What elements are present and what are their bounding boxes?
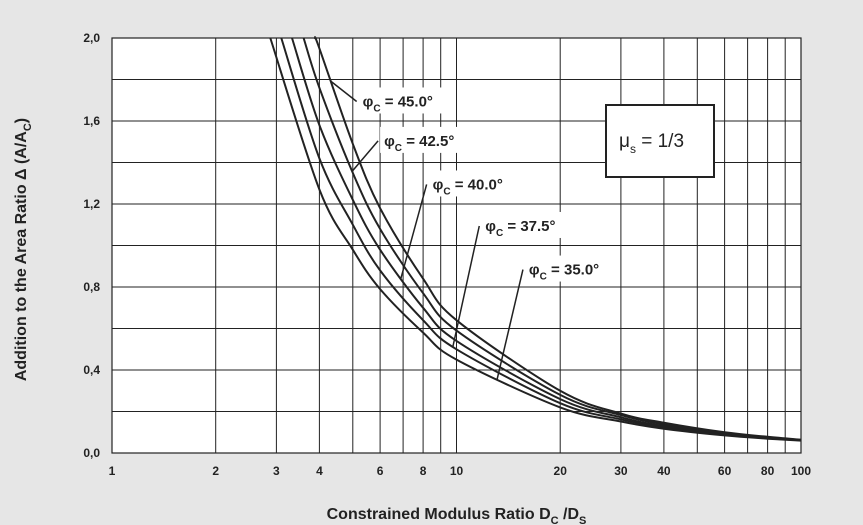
y-axis-title-main: Addition to the Area Ratio Δ (A/A xyxy=(13,131,30,381)
phi-symbol: φ xyxy=(485,218,496,235)
annotation-label: φC = 35.0° xyxy=(529,262,599,283)
x-axis-title-mid: /D xyxy=(559,506,579,523)
curve-series xyxy=(269,36,802,442)
mu-box-frame xyxy=(605,104,715,178)
annotation-leader xyxy=(399,184,428,280)
phi-value: = 37.5° xyxy=(503,218,555,235)
series-curve xyxy=(269,37,802,442)
plot-border xyxy=(111,37,802,454)
y-tick-label: 1,6 xyxy=(83,114,100,128)
x-tick-label: 6 xyxy=(377,464,384,478)
x-axis-title-main: Constrained Modulus Ratio D xyxy=(327,506,551,523)
phi-symbol: φ xyxy=(363,93,374,110)
x-tick-label: 20 xyxy=(554,464,568,478)
x-tick-label: 3 xyxy=(273,464,280,478)
grid-lines xyxy=(111,37,802,454)
mu-subscript: s xyxy=(630,142,636,156)
x-axis-title: Constrained Modulus Ratio DC /DS xyxy=(327,506,587,525)
phi-subscript: C xyxy=(496,228,503,239)
y-axis-title-end: ) xyxy=(13,118,30,123)
mu-value: = 1/3 xyxy=(636,131,684,152)
annotation-label-bg xyxy=(481,211,576,238)
annotation-leader xyxy=(351,140,379,172)
y-axis-title: Addition to the Area Ratio Δ (A/AC) xyxy=(13,118,34,381)
y-tick-label: 2,0 xyxy=(83,31,100,45)
poisson-ratio-box: μs = 1/3 xyxy=(605,104,715,178)
x-tick-label: 2 xyxy=(212,464,219,478)
tick-labels: 1 2 3 4 6 8 10 20 30 40 60 80 100 0,0 0,4 0,8 1,2 1,6 2,0 xyxy=(83,31,811,478)
curve-annotations: φC = 45.0°φC = 42.5°φC = 40.0°φC = 37.5°… xyxy=(330,80,619,380)
x-tick-label: 8 xyxy=(420,464,427,478)
phi-value: = 42.5° xyxy=(402,133,454,150)
phi-subscript: C xyxy=(373,103,380,114)
annotation-label-bg xyxy=(428,170,523,197)
x-axis-title-sub2: S xyxy=(579,515,586,525)
phi-symbol: φ xyxy=(433,176,444,193)
annotation-label: φC = 40.0° xyxy=(433,176,503,197)
annotation-label-bg xyxy=(358,87,453,114)
phi-subscript: C xyxy=(443,186,450,197)
annotation-label-bg xyxy=(380,126,475,153)
mu-symbol: μ xyxy=(619,131,630,152)
annotation-leader xyxy=(496,269,524,380)
annotation-label: φC = 42.5° xyxy=(384,133,454,154)
annotation-label: φC = 37.5° xyxy=(485,218,555,239)
mu-box-text: μs = 1/3 xyxy=(619,131,684,156)
annotation-label: φC = 45.0° xyxy=(363,93,433,114)
y-tick-label: 1,2 xyxy=(83,197,100,211)
annotation-label-bg xyxy=(524,255,619,282)
x-tick-label: 10 xyxy=(450,464,464,478)
x-tick-label: 40 xyxy=(657,464,671,478)
x-tick-label: 80 xyxy=(761,464,775,478)
phi-value: = 45.0° xyxy=(381,93,433,110)
phi-symbol: φ xyxy=(384,133,395,150)
annotation-leader xyxy=(330,80,358,103)
x-tick-label: 4 xyxy=(316,464,323,478)
x-tick-label: 60 xyxy=(718,464,732,478)
x-axis-title-sub1: C xyxy=(551,515,559,525)
y-tick-label: 0,4 xyxy=(83,363,100,377)
x-tick-label: 30 xyxy=(614,464,628,478)
y-axis-title-sub: C xyxy=(22,123,34,131)
phi-symbol: φ xyxy=(529,262,540,279)
y-tick-label: 0,8 xyxy=(83,280,100,294)
phi-subscript: C xyxy=(395,143,402,154)
annotation-leader xyxy=(452,225,480,348)
phi-value: = 40.0° xyxy=(451,176,503,193)
x-tick-label: 100 xyxy=(791,464,811,478)
x-tick-label: 1 xyxy=(109,464,116,478)
phi-value: = 35.0° xyxy=(547,262,599,279)
phi-subscript: C xyxy=(540,272,547,283)
y-tick-label: 0,0 xyxy=(83,446,100,460)
